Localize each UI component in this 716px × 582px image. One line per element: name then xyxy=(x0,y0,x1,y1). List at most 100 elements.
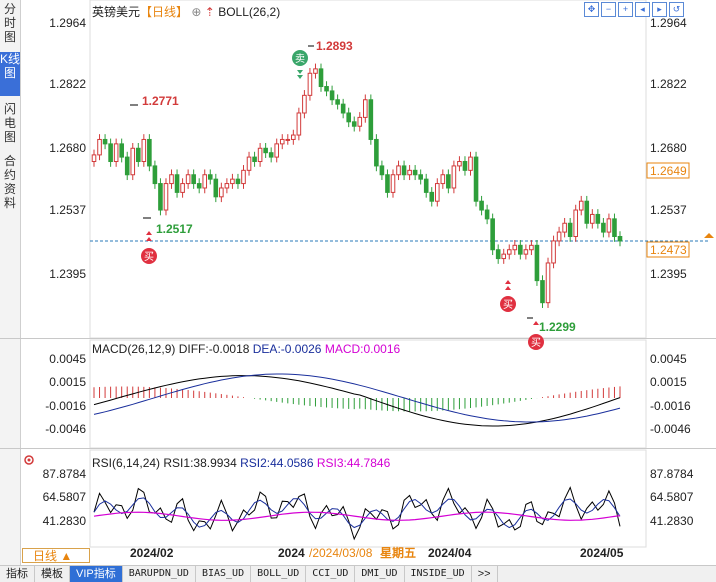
candle-body xyxy=(213,178,219,198)
rsi-tick-left: 87.8784 xyxy=(43,467,87,481)
candle-body xyxy=(163,183,169,211)
rsi-settings-icon[interactable] xyxy=(24,455,34,465)
chart-area[interactable]: 1.2964 1.2822 1.2680 1.2537 1.2395 1.296… xyxy=(0,0,716,565)
candle-body xyxy=(119,143,124,158)
scroll-left-icon[interactable]: ◂ xyxy=(635,2,650,17)
rsi-tick-right: 41.2830 xyxy=(650,514,694,528)
tab-dmi[interactable]: DMI_UD xyxy=(355,566,405,582)
svg-text:卖: 卖 xyxy=(295,53,305,65)
candle-body xyxy=(590,213,595,224)
candle-body xyxy=(296,112,302,136)
bottom-tab-bar: 指标 模板 VIP指标 BARUPDN_UD BIAS_UD BOLL_UD C… xyxy=(0,565,716,582)
rsi-tick-left: 41.2830 xyxy=(43,514,87,528)
tab-intraday[interactable]: 分时图 xyxy=(3,2,16,44)
tab-indicators[interactable]: 指标 xyxy=(0,566,35,582)
boll-indicator-icon[interactable]: ⇡ xyxy=(204,5,215,19)
buy-signal-icon xyxy=(141,248,157,264)
right-high-tag: 1.2649 xyxy=(650,164,687,178)
time-label: 2024/04 xyxy=(428,546,472,560)
rsi-tick-right: 64.5807 xyxy=(650,490,694,504)
candle-body xyxy=(363,99,368,118)
candle-body xyxy=(423,178,429,193)
candle-body xyxy=(440,174,446,185)
price-tick-right: 1.2822 xyxy=(650,77,687,91)
tab-vip-indicators[interactable]: VIP指标 xyxy=(70,566,123,582)
tab-bias[interactable]: BIAS_UD xyxy=(196,566,252,582)
candle-body xyxy=(446,174,451,189)
candle-body xyxy=(268,152,274,158)
candle-body xyxy=(468,156,473,171)
candle-body xyxy=(230,178,235,185)
candle-body xyxy=(335,99,340,105)
candle-body xyxy=(180,183,185,193)
chart-toolbar: ✥ − + ◂ ▸ ↺ xyxy=(584,2,684,17)
zoom-in-icon[interactable]: + xyxy=(618,2,633,17)
rsi1-line xyxy=(93,486,621,541)
price-tick-left: 1.2964 xyxy=(49,16,86,30)
price-tick-right: 1.2537 xyxy=(650,203,687,217)
time-label: 2024/02 xyxy=(130,546,174,560)
candle-body xyxy=(457,161,462,167)
candle-body xyxy=(540,280,545,304)
tab-contract-info[interactable]: 合约资料 xyxy=(3,154,16,210)
price-tick-left: 1.2822 xyxy=(49,77,86,91)
candle-body xyxy=(346,112,351,123)
rsi-tick-right: 87.8784 xyxy=(650,467,694,481)
tab-cci[interactable]: CCI_UD xyxy=(306,566,356,582)
tab-inside[interactable]: INSIDE_UD xyxy=(405,566,472,582)
candle-body xyxy=(124,156,130,176)
candle-body xyxy=(484,209,490,220)
tab-boll[interactable]: BOLL_UD xyxy=(251,566,307,582)
tab-flash[interactable]: 闪电图 xyxy=(3,102,16,144)
candle-body xyxy=(351,121,357,127)
period-dropdown[interactable]: 日线 ▲ xyxy=(22,548,90,563)
tab-more[interactable]: >> xyxy=(472,566,498,582)
main-chart-header: 英镑美元【日线】 ⊕ ⇡ BOLL(26,2) xyxy=(92,3,280,20)
high-label-2: 1.2893 xyxy=(316,39,353,53)
candle-body xyxy=(185,174,191,185)
candle-body xyxy=(573,209,579,238)
candle-body xyxy=(302,94,307,114)
candle-body xyxy=(556,231,562,242)
candle-body xyxy=(434,183,440,202)
rsi-header: RSI(6,14,24) RSI1:38.9934 RSI2:44.0586 R… xyxy=(92,456,391,470)
macd-tick-right: -0.0016 xyxy=(650,399,691,413)
rsi2-line xyxy=(93,497,621,529)
price-tick-left: 1.2395 xyxy=(49,267,86,281)
buy-signal-icon xyxy=(528,334,544,350)
candle-body xyxy=(147,138,152,167)
candle-body xyxy=(523,249,529,255)
candle-body xyxy=(291,134,296,140)
tab-barupdn[interactable]: BARUPDN_UD xyxy=(123,566,196,582)
price-tick-right: 1.2964 xyxy=(650,16,687,30)
candle-body xyxy=(207,174,213,180)
sell-signal-icon xyxy=(292,50,308,66)
candle-body xyxy=(501,253,507,260)
candle-body xyxy=(235,178,241,185)
macd-tick-right: -0.0046 xyxy=(650,422,691,436)
candle-body xyxy=(462,161,468,171)
cursor-date: /2024/03/08 xyxy=(309,546,373,560)
tab-templates[interactable]: 模板 xyxy=(35,566,70,582)
current-price-tag: 1.2473 xyxy=(650,243,687,257)
price-tick-right: 1.2680 xyxy=(650,141,687,155)
buy-signal-icon xyxy=(500,296,516,312)
reset-icon[interactable]: ↺ xyxy=(669,2,684,17)
candle-body xyxy=(562,222,567,233)
candle-body xyxy=(473,156,479,202)
tab-kline[interactable]: K线图 xyxy=(0,52,20,96)
candle-body xyxy=(396,165,401,176)
candle-body xyxy=(219,187,224,198)
candle-body xyxy=(490,218,495,251)
candle-body xyxy=(274,143,280,158)
candle-body xyxy=(379,165,385,176)
candle-body xyxy=(529,244,534,251)
candle-body xyxy=(279,138,285,145)
crosshair-icon[interactable]: ✥ xyxy=(584,2,599,17)
candle-body xyxy=(534,244,540,282)
scroll-right-icon[interactable]: ▸ xyxy=(652,2,667,17)
macd-histogram xyxy=(93,386,621,412)
price-tick-left: 1.2537 xyxy=(49,203,86,217)
zoom-out-icon[interactable]: − xyxy=(601,2,616,17)
settings-icon[interactable]: ⊕ xyxy=(191,5,202,19)
